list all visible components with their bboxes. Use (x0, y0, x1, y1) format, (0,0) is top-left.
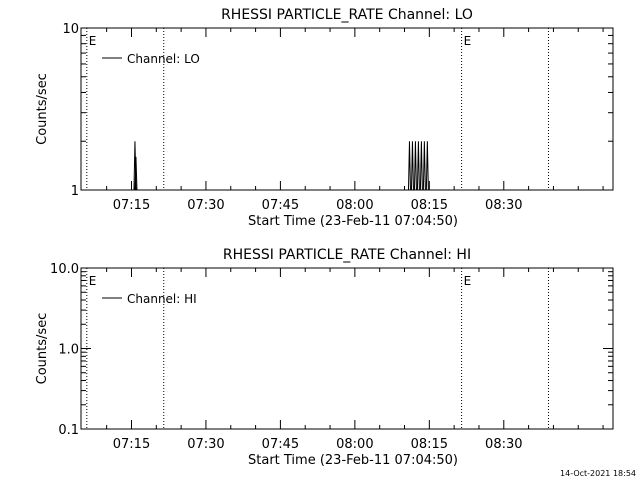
chart-panel-2: RHESSI PARTICLE_RATE Channel: HI 07:15 07:… (35, 247, 614, 468)
event-label: E (89, 34, 97, 48)
y-tick-label: 1 (71, 184, 79, 199)
event-label: E (464, 34, 472, 48)
data-spike (413, 141, 417, 191)
legend-label: Channel: LO (127, 52, 200, 66)
data-spike (422, 141, 426, 191)
x-tick-label: 08:00 (336, 198, 373, 213)
plot-frame (80, 27, 614, 191)
x-tick-label: 07:45 (262, 198, 299, 213)
x-tick-label: 08:30 (485, 198, 522, 213)
y-tick-label: 1.0 (58, 343, 79, 358)
legend-label: Channel: HI (127, 292, 197, 306)
chart-panel-1: RHESSI PARTICLE_RATE Channel: LO 07:15 07:… (35, 7, 614, 229)
y-axis-label: Counts/sec (35, 73, 50, 145)
event-label: E (464, 274, 472, 288)
x-axis-label: Start Time (23-Feb-11 07:04:50) (248, 453, 458, 468)
data-spike (407, 141, 411, 191)
x-tick-label: 07:15 (113, 437, 150, 452)
chart-title: RHESSI PARTICLE_RATE Channel: HI (223, 247, 471, 263)
chart-title: RHESSI PARTICLE_RATE Channel: LO (221, 7, 473, 23)
event-label: E (89, 274, 97, 288)
data-spike (425, 141, 429, 191)
x-tick-label: 07:45 (262, 437, 299, 452)
x-tick-label: 07:30 (187, 437, 224, 452)
x-tick-label: 08:30 (485, 437, 522, 452)
y-tick-label: 0.1 (58, 423, 79, 438)
y-tick-label: 10.0 (50, 262, 79, 277)
x-tick-label: 07:15 (113, 198, 150, 213)
y-axis-label: Counts/sec (35, 313, 50, 385)
x-tick-label: 08:15 (411, 437, 448, 452)
data-spike (419, 141, 423, 191)
data-spike (416, 141, 420, 191)
x-tick-label: 08:15 (411, 198, 448, 213)
x-axis-label: Start Time (23-Feb-11 07:04:50) (248, 214, 458, 229)
data-spike (410, 141, 414, 191)
x-tick-label: 07:30 (187, 198, 224, 213)
timestamp: 14-Oct-2021 18:54 (560, 469, 636, 478)
data-spike (134, 156, 138, 191)
x-tick-label: 08:00 (336, 437, 373, 452)
y-tick-label: 10 (62, 22, 79, 37)
